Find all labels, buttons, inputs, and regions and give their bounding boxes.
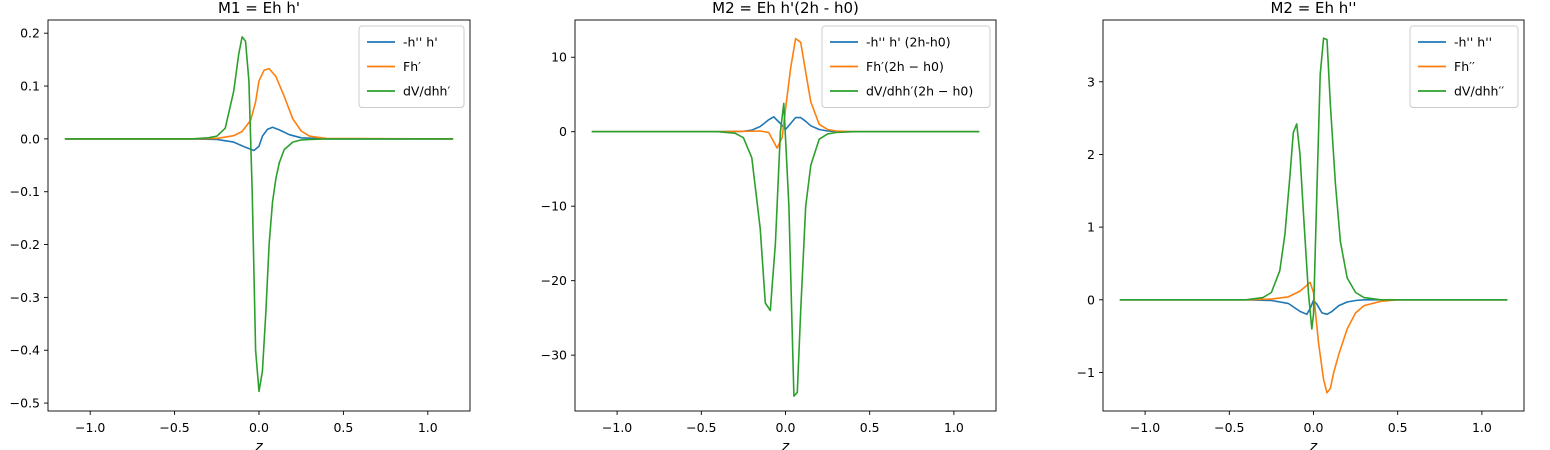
legend-label: dV/dhh′ [403, 84, 450, 99]
legend-box [1409, 25, 1519, 108]
series-line-1 [591, 116, 980, 133]
x-tick-label: −1.0 [75, 420, 105, 435]
y-tick-label: −0.3 [10, 290, 40, 305]
y-tick-label: 0.0 [20, 131, 40, 146]
chart-title: M1 = Eh h' [218, 0, 300, 17]
series-line-3 [591, 102, 980, 397]
x-tick-label: 0.0 [776, 420, 796, 435]
legend-box [358, 25, 465, 108]
y-tick-label: −0.5 [10, 396, 40, 411]
x-tick-label: −0.5 [159, 420, 189, 435]
series-line-2 [591, 37, 980, 149]
legend-label: -h'' h' (2h-h0) [866, 35, 951, 50]
x-tick-label: −0.5 [686, 420, 716, 435]
legend: -h'' h' Fh′ dV/dhh′ [358, 25, 465, 108]
y-tick-label: 0 [1087, 292, 1095, 307]
x-tick-label: 0.5 [1388, 420, 1408, 435]
x-tick-label: −1.0 [1130, 420, 1160, 435]
legend-box [821, 25, 991, 108]
y-tick-label: 10 [551, 50, 567, 65]
y-tick-label: −1 [1077, 365, 1095, 380]
legend-label: -h'' h'' [1454, 35, 1492, 50]
legend-label: -h'' h' [403, 35, 438, 50]
y-tick-label: 0 [559, 124, 567, 139]
x-axis-label: z [1309, 439, 1318, 450]
x-axis-label: z [781, 439, 790, 450]
x-tick-label: 1.0 [418, 420, 438, 435]
y-tick-label: −30 [541, 348, 567, 363]
series-line-1 [1119, 298, 1508, 316]
chart-panel-3: M2 = Eh h'' −1.0 −0.5 0.0 0.5 1.0 3 2 1 0 −1 z -h'' … [1077, 0, 1525, 450]
y-tick-label: −0.4 [10, 343, 40, 358]
chart-title: M2 = Eh h'(2h - h0) [712, 0, 859, 17]
legend-label: Fh′(2h − h0) [866, 59, 944, 74]
x-tick-label: 0.5 [860, 420, 880, 435]
y-tick-label: −0.2 [10, 237, 40, 252]
series-line-2 [1119, 281, 1508, 394]
y-tick-label: −0.1 [10, 184, 40, 199]
legend-label: dV/dhh′′ [1454, 84, 1504, 99]
x-tick-label: 0.5 [333, 420, 353, 435]
series-line-3 [1119, 37, 1508, 330]
y-tick-label: 3 [1087, 74, 1095, 89]
legend-label: dV/dhh′(2h − h0) [866, 84, 973, 99]
y-tick-label: 2 [1087, 147, 1095, 162]
chart-panel-2: M2 = Eh h'(2h - h0) −1.0 −0.5 0.0 0.5 1.0 10 0 −… [541, 0, 997, 450]
x-tick-label: 0.0 [1304, 420, 1324, 435]
y-tick-label: −20 [541, 273, 567, 288]
x-tick-label: −0.5 [1214, 420, 1244, 435]
legend: -h'' h'' Fh′′ dV/dhh′′ [1409, 25, 1519, 108]
x-tick-label: −1.0 [602, 420, 632, 435]
y-tick-label: 0.1 [20, 79, 40, 94]
legend: -h'' h' (2h-h0) Fh′(2h − h0) dV/dhh′(2h − … [821, 25, 991, 108]
series-line-3 [64, 36, 454, 393]
y-tick-label: −10 [541, 199, 567, 214]
series-line-1 [64, 126, 454, 152]
x-axis-label: z [254, 439, 263, 450]
series-line-2 [64, 67, 454, 140]
x-tick-label: 1.0 [1472, 420, 1492, 435]
x-tick-label: 1.0 [944, 420, 964, 435]
x-tick-label: 0.0 [249, 420, 269, 435]
legend-label: Fh′ [403, 59, 421, 74]
y-tick-label: 0.2 [20, 26, 40, 41]
y-tick-label: 1 [1087, 220, 1095, 235]
chart-panel-1: M1 = Eh h' −1.0 −0.5 0.0 0.5 1.0 0.2 0.1 0.0 −0.1… [10, 0, 471, 450]
chart-title: M2 = Eh h'' [1270, 0, 1356, 17]
legend-label: Fh′′ [1454, 59, 1475, 74]
